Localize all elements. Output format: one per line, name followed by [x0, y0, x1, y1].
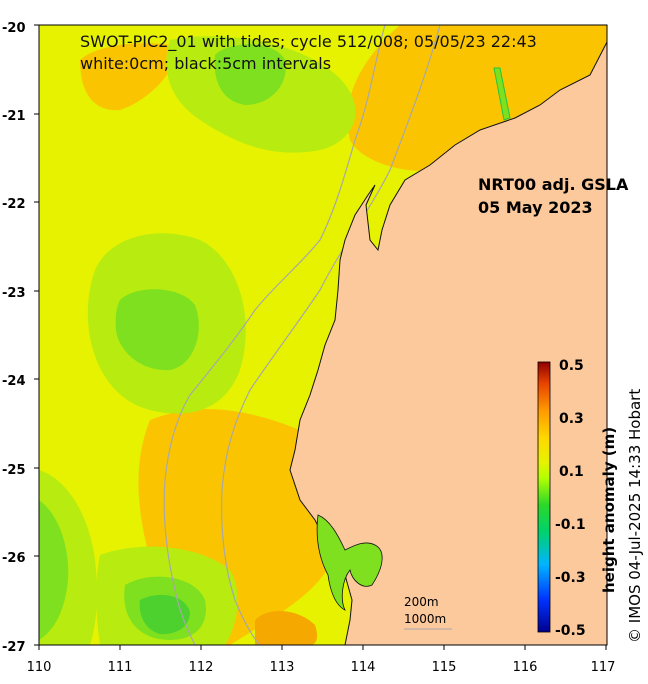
contour-legend-1000m: 1000m	[404, 612, 446, 626]
x-tick-label: 114	[351, 660, 376, 675]
bathymetry-contour-1000m	[220, 25, 441, 645]
sla-region-low-north	[214, 44, 286, 105]
bathymetry-contour-200m	[163, 25, 386, 645]
swot-swath	[493, 67, 511, 121]
map-title-line-2: white:0cm; black:5cm intervals	[80, 54, 331, 73]
colorbar-tick-label: 0.1	[559, 464, 584, 480]
credit-text: © IMOS 04-Jul-2025 14:33 Hobart	[626, 389, 644, 643]
colorbar-tick-label: -0.3	[555, 570, 586, 586]
x-tick-label: 116	[513, 660, 538, 675]
sla-region-shark-bay	[316, 514, 383, 611]
product-label-line-2: 05 May 2023	[478, 198, 593, 217]
y-tick-label: -22	[2, 197, 26, 212]
x-tick-label: 113	[270, 660, 295, 675]
x-axis: 110 111 112 113 114 115 116 117	[27, 645, 616, 675]
product-label-line-1: NRT00 adj. GSLA	[478, 175, 629, 194]
colorbar-gradient	[537, 361, 551, 633]
y-tick-label: -25	[2, 463, 26, 478]
colorbar-tick-label: -0.1	[555, 517, 586, 533]
colorbar: 0.5 0.3 0.1 -0.1 -0.3 -0.5 height anomal…	[537, 358, 618, 639]
x-tick-label: 111	[108, 660, 133, 675]
x-tick-label: 115	[432, 660, 457, 675]
y-axis: -20 -21 -22 -23 -24 -25 -26 -27	[2, 21, 39, 655]
sla-region-high-southeast	[255, 610, 318, 645]
y-tick-label: -21	[2, 109, 26, 124]
colorbar-tick-label: 0.5	[559, 358, 584, 374]
plot-frame	[38, 24, 608, 646]
y-tick-label: -26	[2, 551, 26, 566]
x-tick-label: 112	[189, 660, 214, 675]
x-tick-label: 110	[27, 660, 52, 675]
contour-legend-200m: 200m	[404, 595, 439, 609]
x-tick-label: 117	[591, 660, 616, 675]
sla-region-low-west	[115, 289, 199, 371]
contour-legend: 200m 1000m	[404, 595, 452, 630]
colorbar-tick-label: 0.3	[559, 411, 584, 427]
y-tick-label: -20	[2, 21, 26, 36]
map-plot-area[interactable]	[39, 25, 607, 645]
y-tick-label: -27	[2, 640, 26, 655]
colorbar-title: height anomaly (m)	[600, 427, 618, 593]
y-tick-label: -24	[2, 374, 26, 389]
sla-region-lowest-southcenter	[139, 594, 190, 635]
sla-region-low-southwest	[39, 500, 69, 640]
sla-region-high-north	[80, 43, 174, 111]
colorbar-tick-label: -0.5	[555, 623, 586, 639]
y-tick-label: -23	[2, 286, 26, 301]
map-title-line-1: SWOT-PIC2_01 with tides; cycle 512/008; …	[80, 32, 537, 52]
